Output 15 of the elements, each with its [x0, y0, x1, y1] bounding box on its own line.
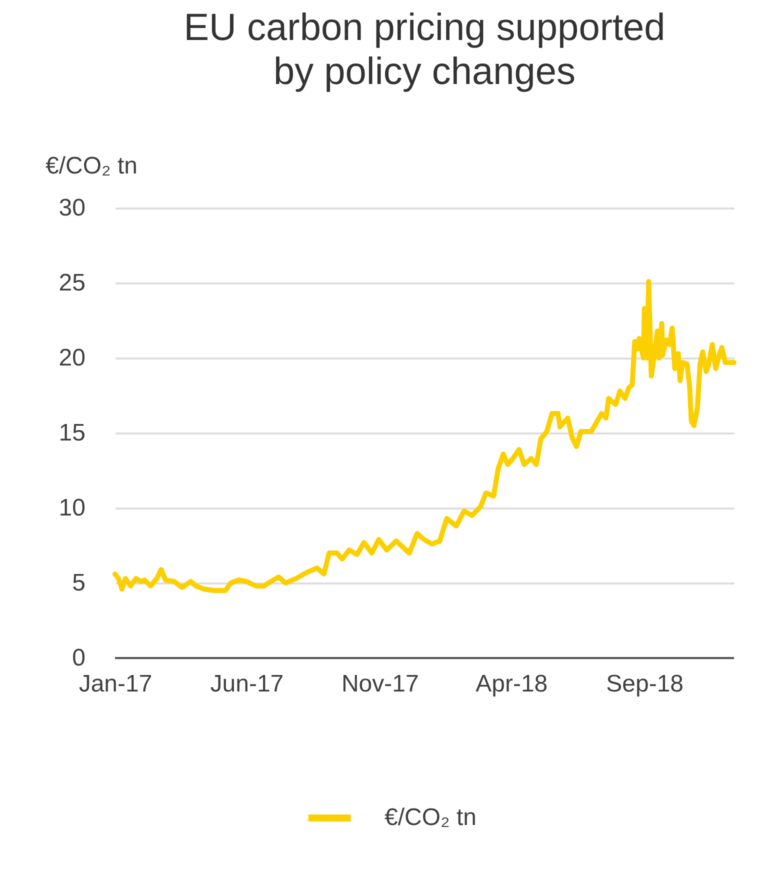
y-tick-label: 15: [58, 420, 86, 446]
y-tick-label: 5: [72, 570, 86, 596]
y-tick-label: 25: [58, 270, 86, 296]
y-tick-label: 20: [58, 344, 86, 372]
x-tick-label: Apr-18: [476, 670, 548, 698]
x-tick-label: Nov-17: [341, 670, 419, 698]
legend-label: €/CO₂ tn: [384, 804, 477, 831]
y-axis-title: €/CO₂ tn: [46, 152, 138, 180]
y-tick-label: 10: [58, 494, 86, 522]
x-tick-label: Jan-17: [78, 670, 152, 698]
y-tick-label: 30: [58, 194, 86, 222]
x-tick-label: Sep-18: [606, 670, 684, 698]
chart-title: EU carbon pricing supported by policy changes: [184, 7, 666, 93]
x-tick-label: Jun-17: [210, 670, 284, 698]
y-tick-label: 0: [72, 644, 86, 672]
